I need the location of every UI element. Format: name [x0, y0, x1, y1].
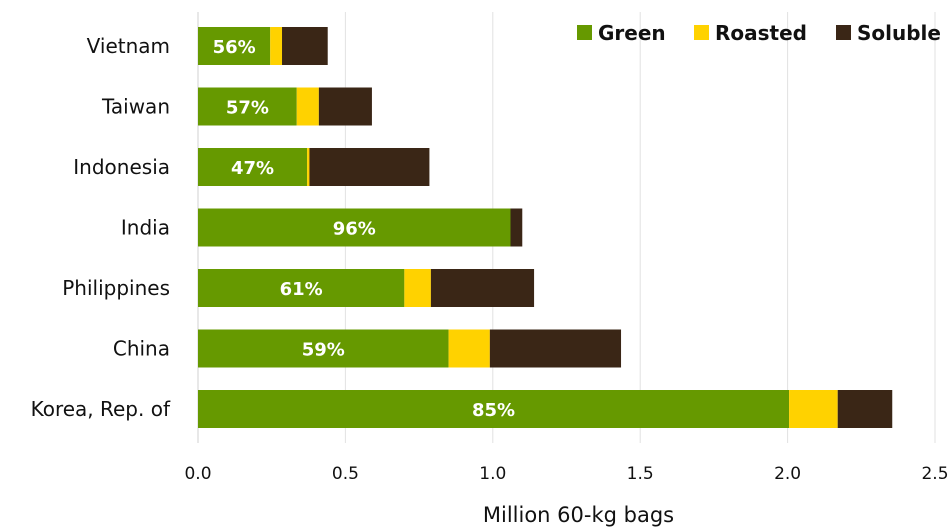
- category-label: Taiwan: [101, 95, 170, 119]
- bar-segment-green: [198, 27, 271, 65]
- x-tick-labels: 0.0 0.5 1.0 1.5 2.0 2.5: [184, 464, 948, 484]
- bar-segment-roasted: [270, 27, 283, 65]
- legend-label-roasted: Roasted: [715, 21, 807, 45]
- x-tick-label: 0.0: [184, 464, 211, 484]
- legend: Green Roasted Soluble: [577, 21, 941, 45]
- bar-segment-soluble: [282, 27, 328, 65]
- category-label: Philippines: [62, 276, 170, 300]
- bar-segment-roasted: [448, 329, 490, 368]
- bar-segment-roasted: [789, 390, 838, 428]
- bar-segment-green: [198, 208, 511, 247]
- bar-segment-roasted: [296, 87, 319, 126]
- x-tick-label: 2.5: [921, 464, 948, 484]
- data-label: 56%: [213, 37, 256, 58]
- legend-label-green: Green: [598, 21, 666, 45]
- bar-segment-green: [198, 148, 308, 186]
- category-label: Korea, Rep. of: [31, 397, 171, 421]
- x-axis-title: Million 60-kg bags: [483, 503, 674, 527]
- bar-segment-soluble: [318, 87, 372, 126]
- bar-segment-soluble: [309, 148, 430, 186]
- data-label: 96%: [333, 219, 376, 240]
- bar-segment-soluble: [430, 269, 535, 307]
- data-label: 57%: [226, 98, 269, 119]
- bar-segment-green: [198, 269, 405, 307]
- bars: 56% 57% 47% 96% 61% 59% 85%: [198, 27, 893, 428]
- x-tick-label: 1.0: [479, 464, 506, 484]
- legend-label-soluble: Soluble: [857, 21, 941, 45]
- category-label: Indonesia: [73, 155, 170, 179]
- data-label: 59%: [302, 340, 345, 361]
- x-tick-label: 0.5: [332, 464, 359, 484]
- category-label: Vietnam: [87, 34, 170, 58]
- category-labels: Vietnam Taiwan Indonesia India Philippines Ch…: [31, 34, 171, 421]
- x-tick-label: 2.0: [774, 464, 801, 484]
- legend-swatch-soluble: [836, 25, 851, 40]
- bar-segment-soluble: [510, 208, 523, 247]
- bar-segment-green: [198, 390, 790, 428]
- data-label: 47%: [231, 158, 274, 179]
- legend-swatch-roasted: [694, 25, 709, 40]
- bar-segment-roasted: [307, 148, 310, 186]
- category-label: China: [113, 337, 170, 361]
- bar-segment-green: [198, 329, 449, 368]
- data-label: 61%: [280, 279, 323, 300]
- bar-segment-soluble: [837, 390, 893, 428]
- category-label: India: [121, 216, 170, 240]
- bar-segment-soluble: [489, 329, 622, 368]
- bar-segment-green: [198, 87, 297, 126]
- legend-swatch-green: [577, 25, 592, 40]
- bar-segment-roasted: [404, 269, 431, 307]
- x-tick-label: 1.5: [627, 464, 654, 484]
- data-label: 85%: [472, 400, 515, 421]
